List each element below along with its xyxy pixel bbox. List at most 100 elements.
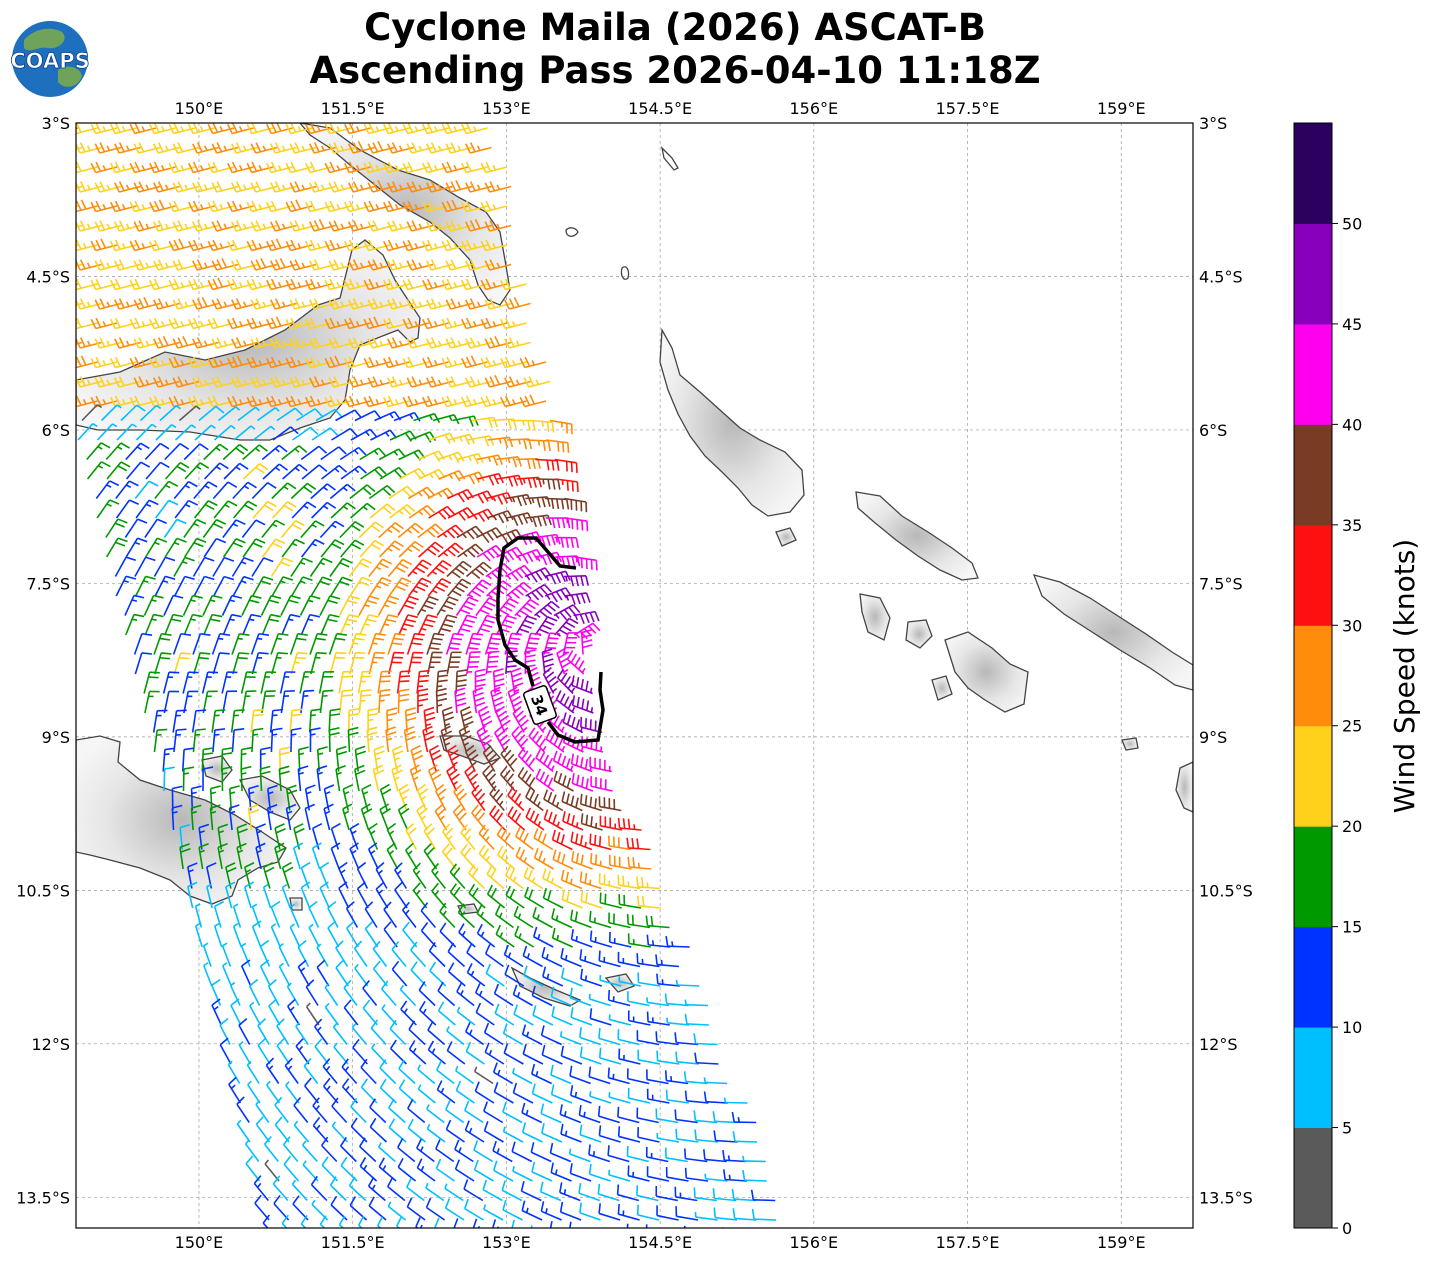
wind-barb-feather xyxy=(391,337,398,348)
wind-barb-feather xyxy=(580,776,585,787)
wind-barb-half-feather xyxy=(173,541,180,546)
wind-barb-feather xyxy=(426,317,433,328)
wind-barb xyxy=(261,519,286,539)
wind-barb-feather xyxy=(334,408,343,418)
wind-barb-shaft xyxy=(310,652,318,675)
wind-barb-shaft xyxy=(335,947,349,967)
wind-barb-feather xyxy=(99,142,106,153)
wind-barb xyxy=(608,854,632,870)
wind-barb xyxy=(181,747,195,772)
wind-barb-feather xyxy=(646,934,650,945)
wind-barb-half-feather xyxy=(575,822,579,828)
wind-barb xyxy=(225,881,236,909)
wind-barb xyxy=(525,583,552,601)
wind-barb xyxy=(271,482,297,500)
wind-barb xyxy=(484,374,512,388)
wind-barb-feather xyxy=(386,731,397,736)
wind-barb-feather xyxy=(259,939,270,948)
wind-barb-shaft xyxy=(297,769,302,792)
wind-barb-half-feather xyxy=(448,415,453,422)
wind-barb-feather xyxy=(474,218,481,229)
wind-barb-feather xyxy=(227,123,233,134)
wind-barb xyxy=(232,575,254,597)
wind-barb-feather xyxy=(153,123,160,133)
wind-barb xyxy=(542,868,563,890)
wind-barb-feather xyxy=(118,298,125,309)
wind-barb-feather xyxy=(411,142,418,153)
wind-barb-feather xyxy=(315,637,326,641)
wind-barb xyxy=(441,823,456,850)
wind-barb-half-feather xyxy=(82,399,87,405)
wind-barb-feather xyxy=(469,142,476,153)
wind-barb-feather xyxy=(553,715,560,726)
wind-barb-half-feather xyxy=(555,915,559,921)
wind-barb-half-feather xyxy=(297,243,302,249)
wind-barb xyxy=(231,632,250,655)
wind-barb-half-feather xyxy=(252,733,259,736)
wind-barb-feather xyxy=(241,959,251,967)
wind-barb-shaft xyxy=(318,671,325,694)
wind-barb xyxy=(329,651,347,675)
wind-barb-feather xyxy=(430,642,442,646)
wind-barb-half-feather xyxy=(517,555,522,562)
wind-barb-feather xyxy=(373,764,384,771)
wind-barb-feather xyxy=(423,604,434,610)
wind-barb-shaft xyxy=(408,577,423,597)
wind-barb-shaft xyxy=(489,224,512,232)
wind-barb-shaft xyxy=(387,559,404,578)
wind-barb xyxy=(434,783,447,811)
wind-barb-shaft xyxy=(447,578,463,597)
wind-barb-feather xyxy=(255,466,265,474)
wind-barb-feather xyxy=(207,396,214,407)
wind-barb-half-feather xyxy=(203,379,208,385)
wind-barb-feather xyxy=(313,220,320,231)
wind-barb-shaft xyxy=(427,487,448,500)
wind-barb-half-feather xyxy=(494,689,501,693)
wind-barb-feather xyxy=(250,299,257,310)
wind-barb-feather xyxy=(482,848,490,858)
wind-barb-shaft xyxy=(281,445,300,461)
wind-barb-feather xyxy=(349,707,360,712)
wind-barb xyxy=(369,503,396,519)
wind-barb-feather xyxy=(76,123,82,133)
wind-barb-feather xyxy=(430,337,437,348)
wind-barb xyxy=(523,632,541,655)
wind-barb xyxy=(551,927,574,948)
wind-barb-feather xyxy=(168,396,175,407)
wind-barb-half-feather xyxy=(282,884,288,889)
wind-barb-half-feather xyxy=(180,321,185,327)
wind-barb-feather xyxy=(576,774,580,786)
wind-barb-half-feather xyxy=(407,850,413,856)
wind-barb xyxy=(193,575,215,597)
wind-barb-shaft xyxy=(387,633,396,655)
wind-barb-feather xyxy=(313,376,320,387)
wind-barb-feather xyxy=(481,715,491,722)
wind-barb-half-feather xyxy=(589,879,592,885)
wind-barb-feather xyxy=(56,144,60,153)
wind-barb-shaft xyxy=(486,873,505,890)
wind-barb-half-feather xyxy=(480,911,485,918)
wind-barb-shaft xyxy=(647,924,670,929)
wind-barb-half-feather xyxy=(252,903,258,908)
wind-barb-feather xyxy=(430,220,437,231)
wind-barb xyxy=(367,707,379,733)
wind-barb-feather xyxy=(300,881,311,889)
wind-barb xyxy=(164,461,190,480)
wind-barb xyxy=(480,161,508,174)
wind-barb-feather xyxy=(274,376,281,387)
wind-barb-feather xyxy=(183,766,195,770)
wind-barb-half-feather xyxy=(492,165,497,171)
wind-barb-feather xyxy=(536,497,541,508)
wind-barb-feather xyxy=(387,356,394,367)
wind-barb-feather xyxy=(582,644,593,649)
wind-barb-half-feather xyxy=(417,704,424,707)
wind-barb-feather xyxy=(364,920,374,930)
wind-barb-feather xyxy=(446,278,453,289)
wind-barb-feather xyxy=(480,279,487,290)
wind-barb xyxy=(367,632,386,655)
wind-barb-feather xyxy=(235,298,242,309)
wind-barb-feather xyxy=(216,220,223,231)
wind-barb-half-feather xyxy=(301,223,306,229)
wind-barb-half-feather xyxy=(518,800,523,807)
wind-barb-feather xyxy=(309,143,315,154)
